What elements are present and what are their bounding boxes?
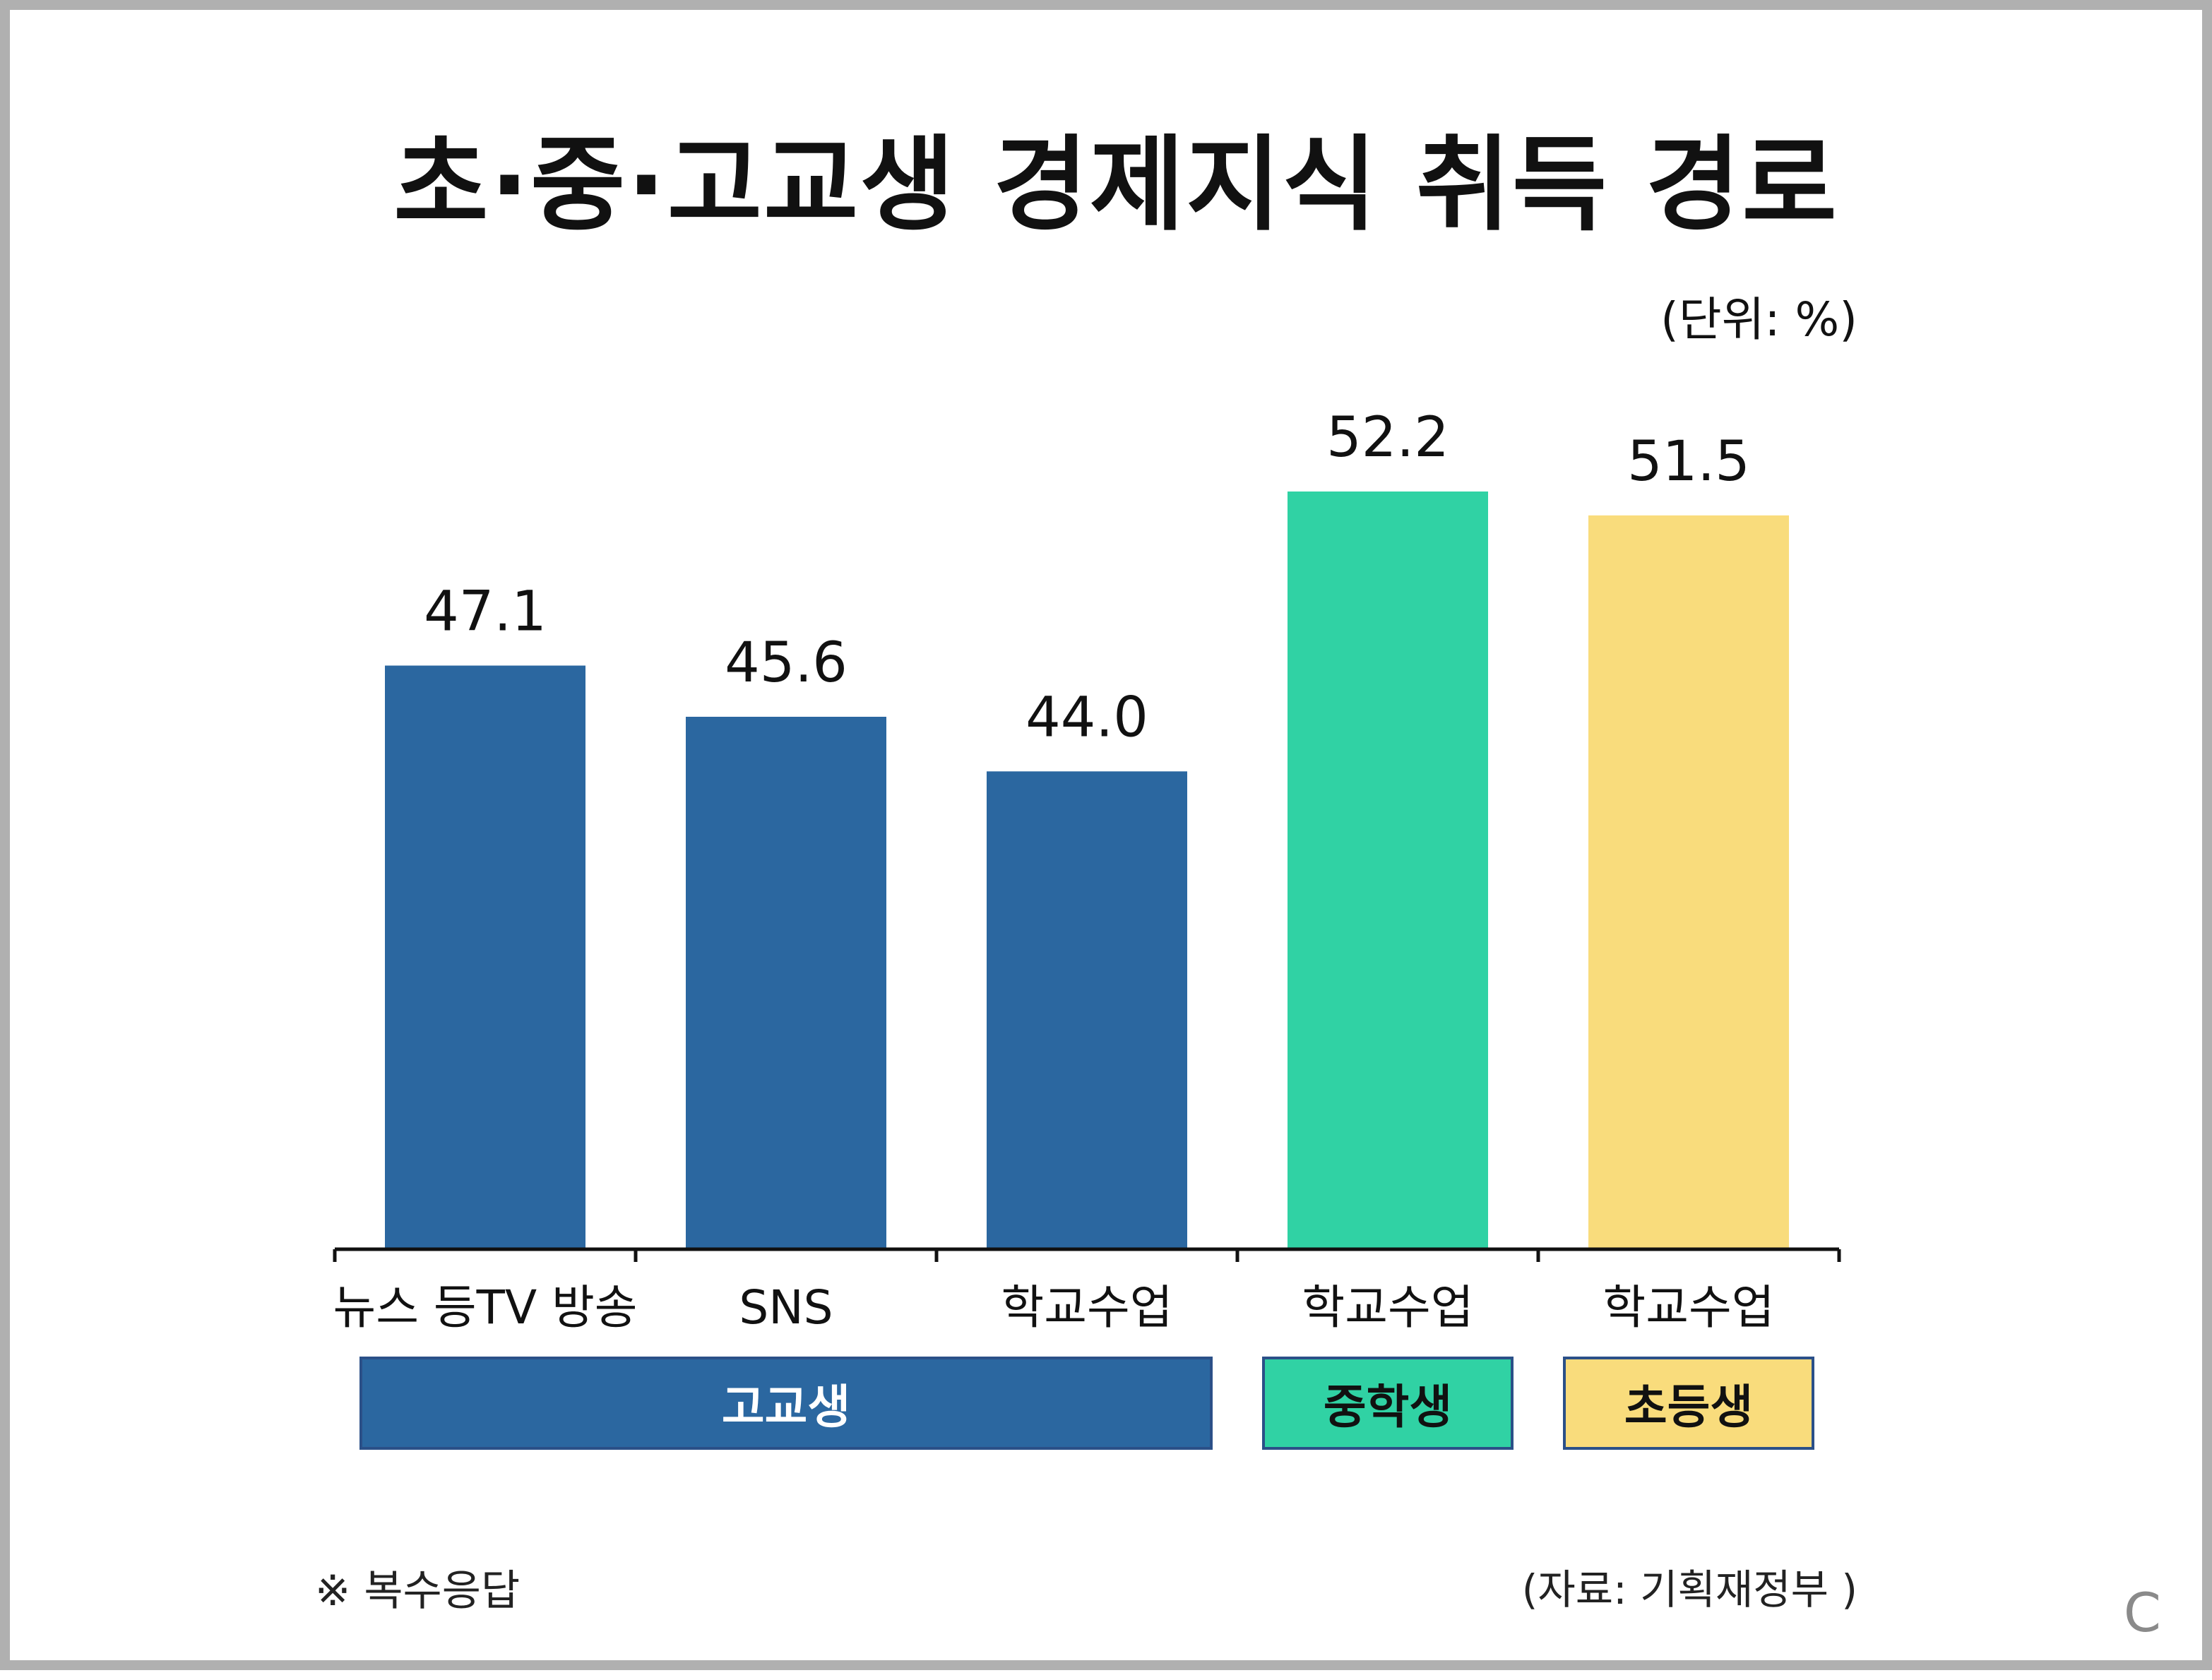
footnote: ※ 복수응답 bbox=[315, 1566, 521, 1616]
group-label-elementary: 초등생 bbox=[1563, 1357, 1814, 1450]
value-label-0: 47.1 bbox=[424, 580, 547, 644]
category-label-2: 학교수업 bbox=[1001, 1280, 1173, 1335]
value-label-1: 45.6 bbox=[725, 631, 848, 695]
unit-label: (단위: %) bbox=[1660, 292, 1857, 347]
bar-4 bbox=[1588, 515, 1789, 1250]
corner-mark: C bbox=[2123, 1581, 2161, 1644]
chart-title: 초·중·고교생 경제지식 취득 경로 bbox=[393, 125, 1838, 245]
bar-2 bbox=[987, 771, 1187, 1249]
value-label-2: 44.0 bbox=[1025, 686, 1148, 749]
bar-0 bbox=[385, 665, 585, 1249]
category-label-1: SNS bbox=[739, 1280, 833, 1335]
category-label-4: 학교수업 bbox=[1603, 1280, 1775, 1335]
value-label-3: 52.2 bbox=[1326, 406, 1449, 470]
bar-3 bbox=[1288, 492, 1488, 1249]
bar-chart: 47.1 뉴스 등TV 방송 45.6 SNS 44.0 학교수업 52.2 학교수업 51.5… bbox=[333, 406, 1841, 1335]
category-label-3: 학교수업 bbox=[1302, 1280, 1474, 1335]
group-label-high: 고교생 bbox=[359, 1357, 1213, 1450]
source-note: (자료: 기획재정부 ) bbox=[1521, 1566, 1857, 1614]
category-label-0: 뉴스 등TV 방송 bbox=[333, 1280, 637, 1335]
bar-1 bbox=[686, 717, 886, 1249]
group-label-middle: 중학생 bbox=[1262, 1357, 1514, 1450]
value-label-4: 51.5 bbox=[1627, 430, 1750, 494]
